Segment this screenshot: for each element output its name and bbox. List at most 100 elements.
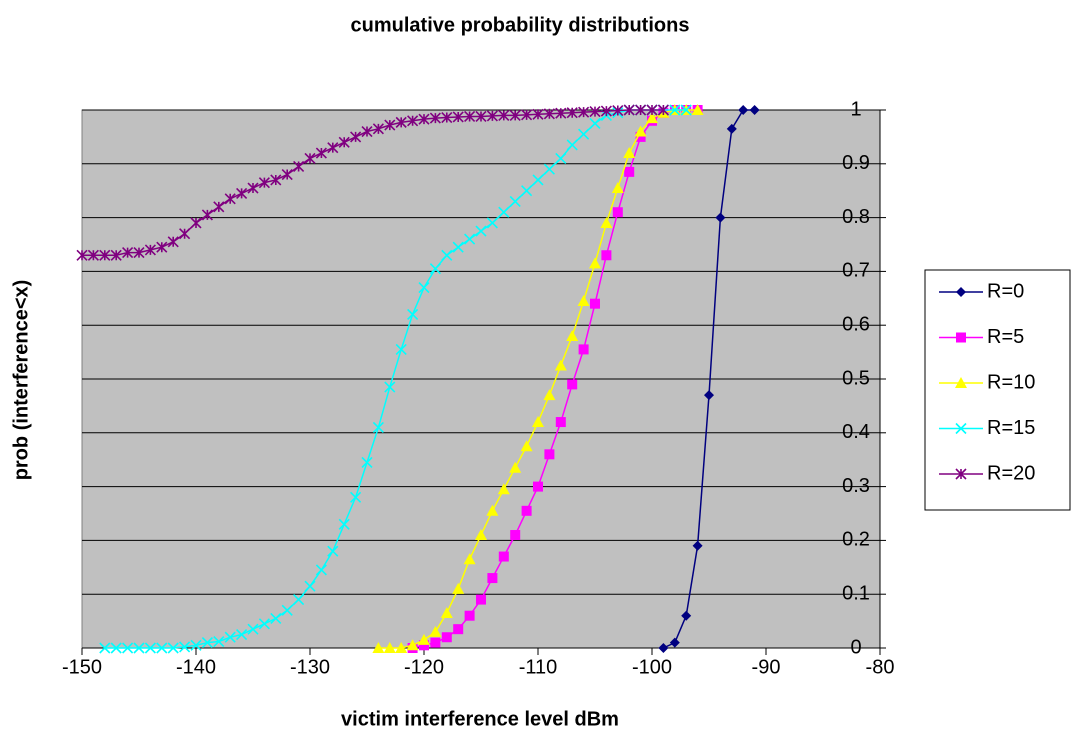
series-line xyxy=(104,109,687,649)
series-line xyxy=(82,109,664,257)
marker xyxy=(167,642,179,654)
y-axis-label: prob (interference<x) xyxy=(10,280,32,481)
marker xyxy=(395,116,407,128)
marker xyxy=(281,604,293,616)
marker xyxy=(144,244,156,256)
marker xyxy=(532,416,544,428)
marker xyxy=(600,105,612,117)
marker xyxy=(236,187,248,199)
marker xyxy=(704,390,714,401)
marker xyxy=(190,217,202,229)
marker xyxy=(498,551,509,562)
marker xyxy=(110,642,122,654)
y-tick-label: 0.3 xyxy=(842,475,870,497)
y-tick-label: 0.2 xyxy=(842,529,870,551)
marker xyxy=(384,381,396,393)
marker xyxy=(247,623,259,635)
y-tick-label: 0.5 xyxy=(842,367,870,389)
marker xyxy=(476,594,486,605)
marker xyxy=(691,104,704,115)
legend-marker xyxy=(956,287,966,297)
marker xyxy=(646,104,658,116)
marker xyxy=(452,582,465,594)
marker xyxy=(578,106,590,118)
marker xyxy=(464,110,476,123)
marker xyxy=(486,504,499,516)
marker xyxy=(555,417,566,428)
marker xyxy=(624,166,635,177)
marker xyxy=(486,217,498,229)
marker xyxy=(623,147,636,159)
marker xyxy=(281,168,293,181)
marker xyxy=(99,249,111,261)
marker xyxy=(669,104,681,116)
marker xyxy=(156,241,168,253)
marker xyxy=(144,642,156,654)
marker xyxy=(681,610,692,621)
legend-marker xyxy=(955,468,967,480)
marker xyxy=(715,212,726,223)
marker xyxy=(213,201,225,213)
legend-marker xyxy=(955,377,967,388)
marker xyxy=(623,104,635,116)
marker xyxy=(315,147,327,159)
legend-box xyxy=(924,269,1071,511)
marker xyxy=(201,637,213,649)
marker xyxy=(578,344,589,355)
marker xyxy=(566,107,578,119)
marker xyxy=(521,185,533,197)
marker xyxy=(190,639,202,651)
marker xyxy=(589,106,601,118)
marker xyxy=(567,379,578,390)
marker xyxy=(487,573,498,584)
marker xyxy=(600,216,613,228)
marker xyxy=(453,624,464,635)
marker xyxy=(236,628,248,641)
marker xyxy=(179,641,191,653)
x-tick-label: -90 xyxy=(752,656,781,678)
marker xyxy=(578,128,590,140)
marker xyxy=(498,109,510,121)
marker xyxy=(133,642,145,654)
marker xyxy=(395,642,408,653)
chart-title: cumulative probability distributions xyxy=(351,14,690,36)
y-tick-label: 0.4 xyxy=(842,421,870,443)
marker xyxy=(475,225,487,237)
y-tick-label: 0.1 xyxy=(842,582,870,604)
marker xyxy=(383,642,396,653)
marker xyxy=(555,107,567,119)
marker xyxy=(293,594,305,606)
marker xyxy=(419,640,429,651)
marker xyxy=(293,160,305,173)
marker xyxy=(475,529,487,541)
marker xyxy=(372,421,384,433)
marker xyxy=(612,104,624,117)
marker xyxy=(384,119,396,131)
marker xyxy=(498,206,510,218)
y-tick-label: 0.8 xyxy=(842,206,870,228)
marker xyxy=(577,294,590,306)
x-axis-label: victim interference level dBm xyxy=(341,708,619,730)
marker xyxy=(304,580,316,592)
legend-label: R=15 xyxy=(987,417,1035,439)
legend-marker xyxy=(955,422,967,435)
y-tick-label: 0 xyxy=(850,636,861,658)
marker xyxy=(327,142,339,154)
marker xyxy=(452,111,464,123)
x-tick-label: -150 xyxy=(62,656,102,678)
marker xyxy=(224,631,236,643)
marker xyxy=(87,249,99,261)
marker xyxy=(440,607,453,619)
legend-marker xyxy=(956,332,966,343)
marker xyxy=(475,110,487,123)
marker xyxy=(338,518,350,530)
marker xyxy=(590,298,600,309)
marker xyxy=(509,109,521,121)
marker xyxy=(213,635,225,648)
marker xyxy=(635,131,646,142)
marker xyxy=(692,540,703,551)
legend-label: R=10 xyxy=(987,371,1035,393)
marker xyxy=(544,449,555,460)
marker xyxy=(612,207,623,218)
